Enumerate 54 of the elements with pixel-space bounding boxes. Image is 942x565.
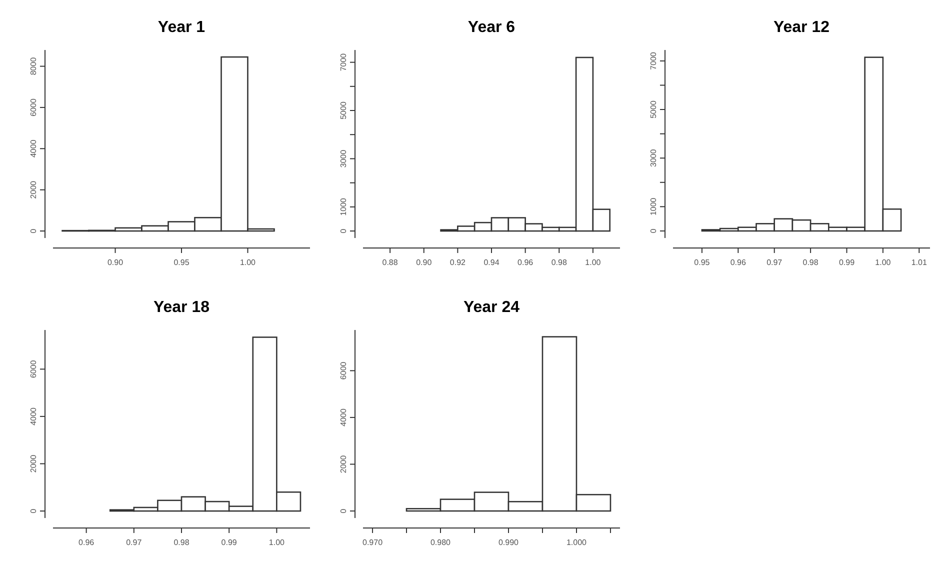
x-tick-label: 1.00 <box>240 258 256 267</box>
x-tick-label: 0.94 <box>484 258 500 267</box>
y-tick-label: 1000 <box>339 197 348 216</box>
x-tick-label: 0.92 <box>450 258 466 267</box>
y-tick-label: 2000 <box>29 180 38 199</box>
y-tick-label: 6000 <box>339 361 348 380</box>
y-tick-label: 6000 <box>29 360 38 378</box>
chart-title: Year 12 <box>773 19 830 36</box>
x-tick-label: 0.96 <box>730 258 746 267</box>
x-tick-label: 0.97 <box>766 258 783 267</box>
x-tick-label: 0.95 <box>694 258 710 267</box>
y-tick-label: 6000 <box>29 98 38 116</box>
chart-title: Year 1 <box>158 19 206 36</box>
chart-title: Year 6 <box>468 19 516 36</box>
x-tick-label: 0.96 <box>518 258 534 267</box>
y-tick-label: 0 <box>339 228 348 234</box>
x-tick-label: 0.990 <box>498 538 520 547</box>
x-tick-label: 1.00 <box>875 258 892 267</box>
y-tick-label: 4000 <box>29 139 38 158</box>
y-tick-label: 3000 <box>339 149 348 168</box>
x-tick-label: 0.88 <box>382 258 398 267</box>
x-tick-label: 1.00 <box>585 258 602 267</box>
y-tick-label: 4000 <box>29 406 38 426</box>
x-tick-label: 0.90 <box>416 258 432 267</box>
x-tick-label: 1.00 <box>268 538 286 547</box>
x-tick-label: 0.980 <box>430 538 452 547</box>
x-tick-label: 0.98 <box>174 538 190 547</box>
y-tick-label: 0 <box>29 228 38 234</box>
x-tick-label: 0.96 <box>78 538 95 547</box>
y-tick-label: 5000 <box>649 100 658 118</box>
x-tick-label: 0.95 <box>174 258 190 267</box>
x-tick-label: 0.99 <box>838 258 856 267</box>
y-tick-label: 3000 <box>649 148 658 167</box>
x-tick-label: 0.970 <box>362 538 384 547</box>
x-tick-label: 0.90 <box>107 258 124 267</box>
y-tick-label: 0 <box>339 508 348 514</box>
y-tick-label: 2000 <box>29 454 38 473</box>
y-tick-label: 7000 <box>649 51 658 70</box>
x-tick-label: 0.97 <box>126 538 142 547</box>
x-tick-label: 0.99 <box>221 538 238 547</box>
x-tick-label: 1.000 <box>566 538 588 547</box>
y-tick-label: 5000 <box>339 101 348 120</box>
x-tick-label: 0.98 <box>802 258 819 267</box>
y-tick-label: 0 <box>29 508 38 514</box>
y-tick-label: 4000 <box>339 408 348 426</box>
y-tick-label: 0 <box>649 228 658 234</box>
chart-title: Year 24 <box>463 299 520 316</box>
x-tick-label: 0.98 <box>551 258 568 267</box>
y-tick-label: 7000 <box>339 52 348 72</box>
y-tick-label: 2000 <box>339 454 348 474</box>
chart-title: Year 18 <box>153 299 210 316</box>
y-tick-label: 1000 <box>649 197 658 216</box>
y-tick-label: 8000 <box>29 56 38 76</box>
x-tick-label: 1.01 <box>911 258 928 267</box>
